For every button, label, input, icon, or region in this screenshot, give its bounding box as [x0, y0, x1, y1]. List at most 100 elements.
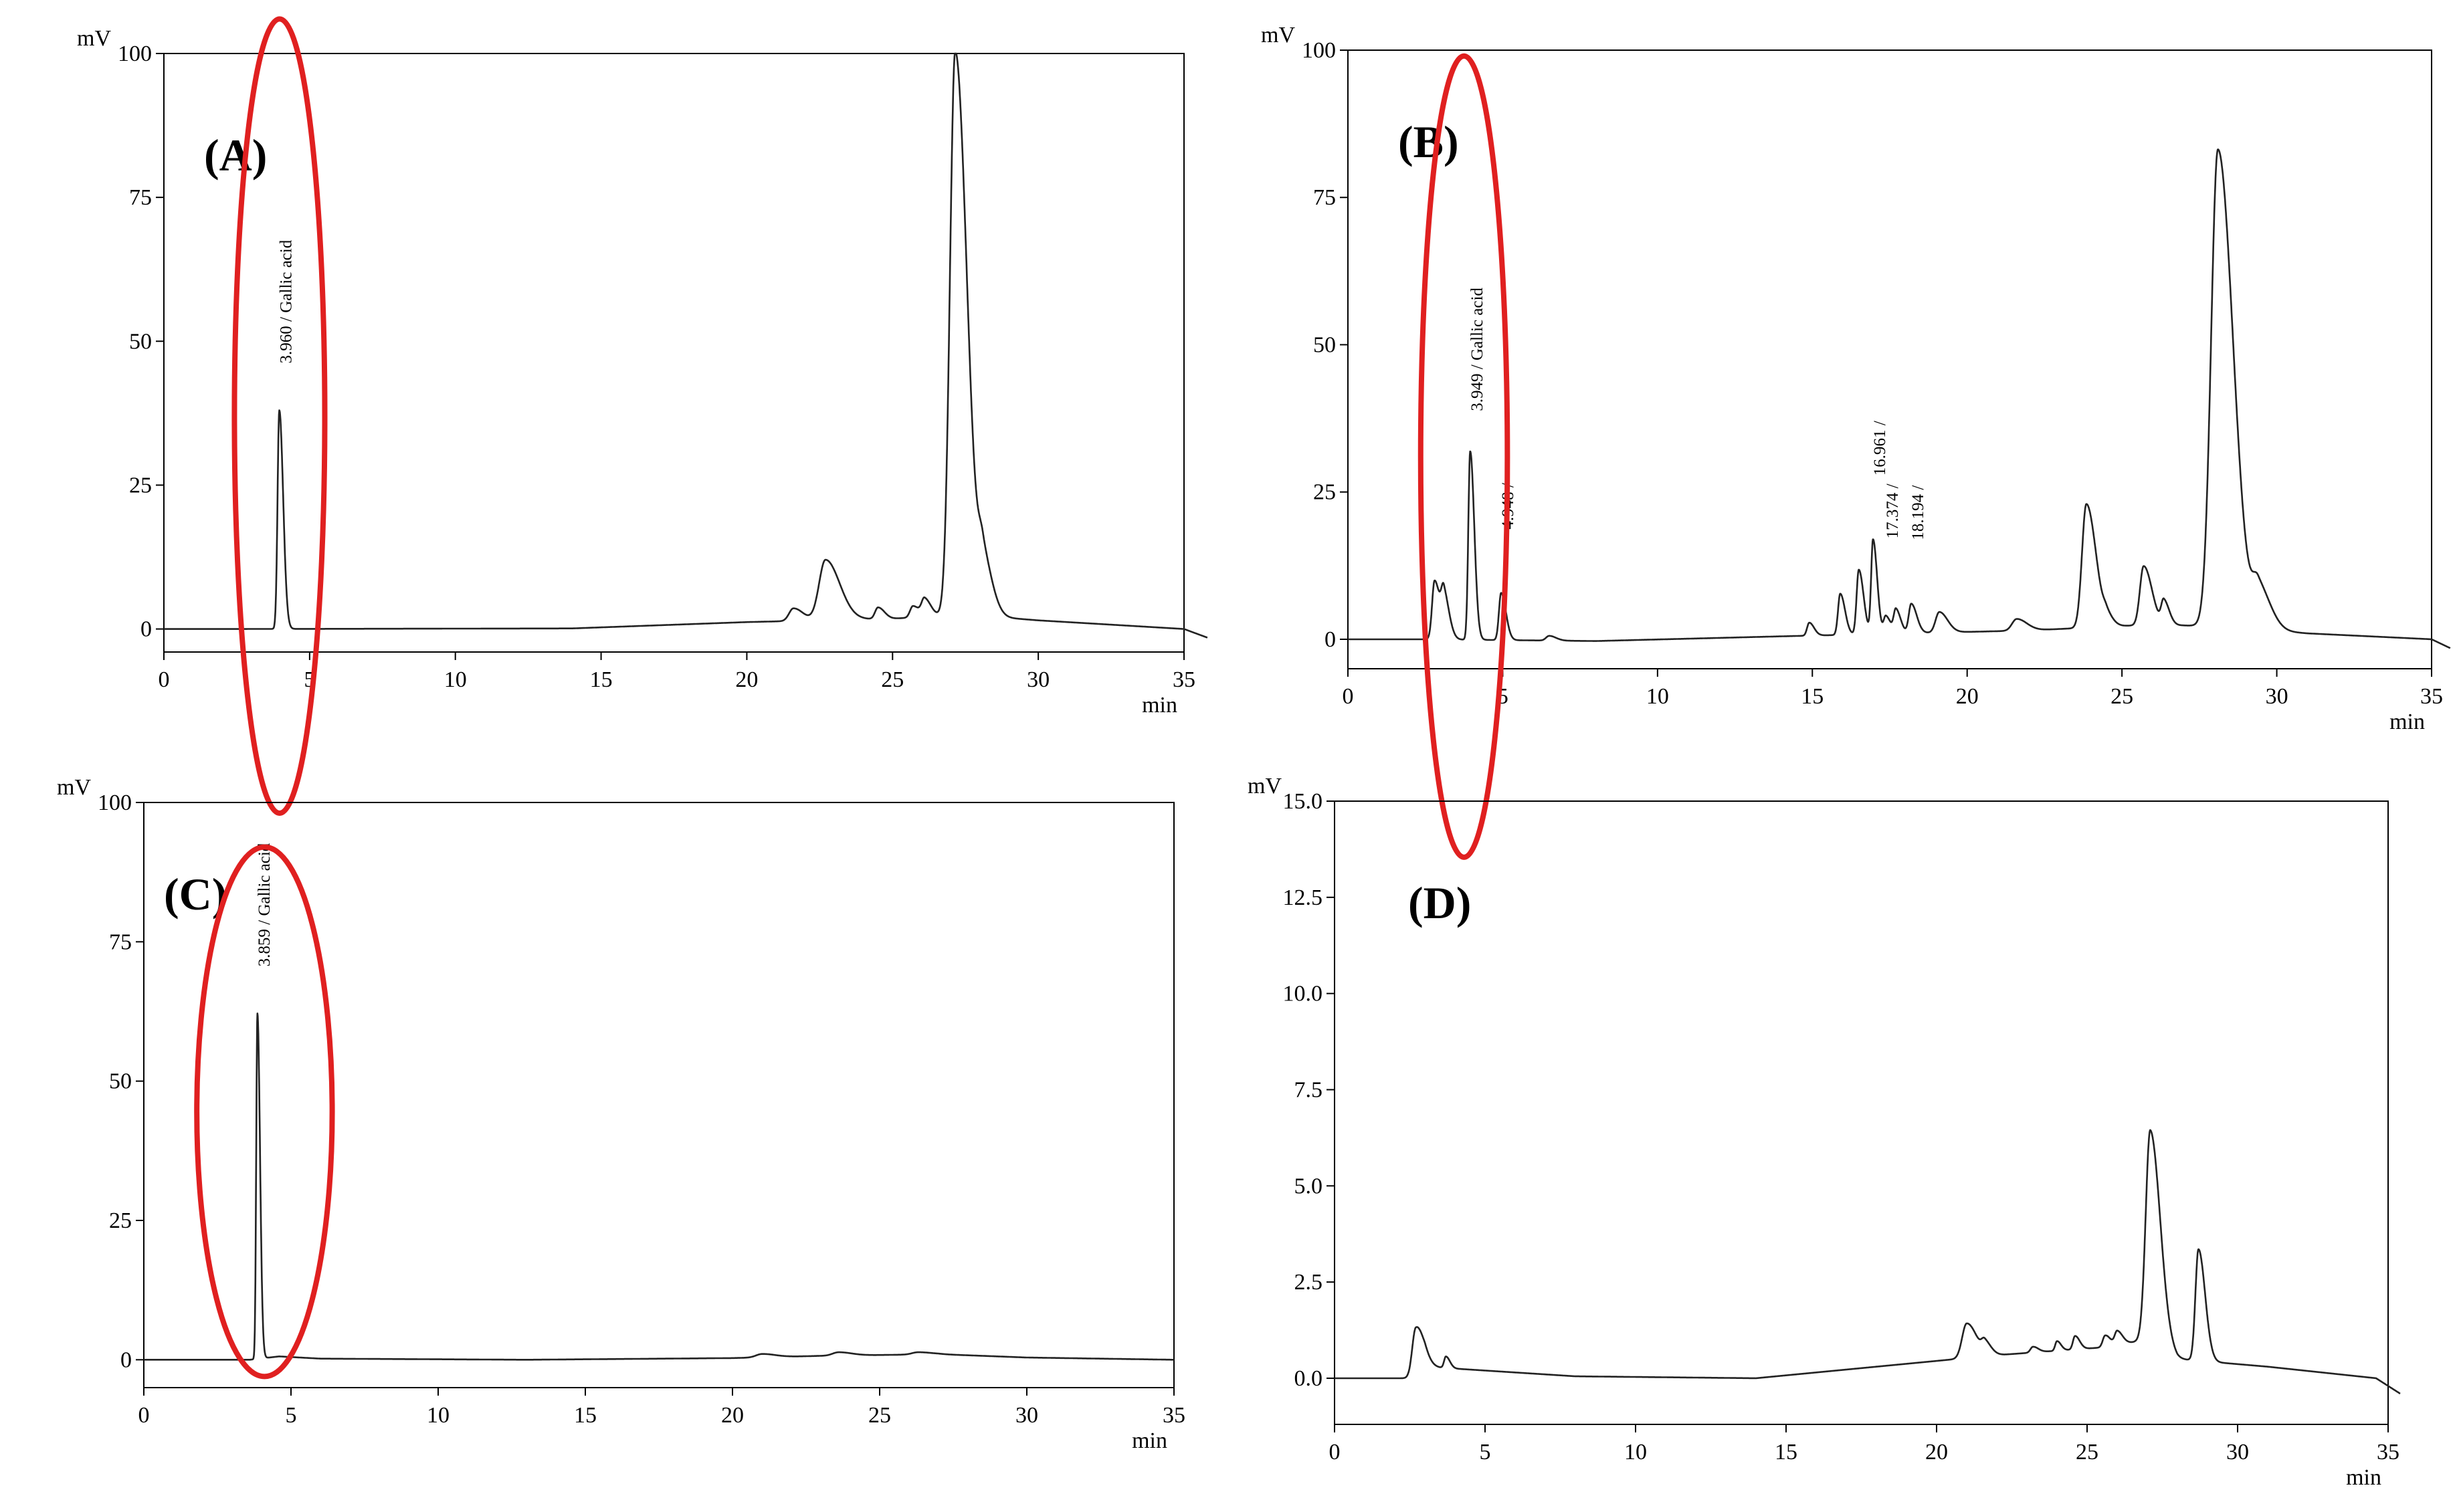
x-tick-label: 25	[868, 1403, 891, 1428]
y-tick-label: 50	[129, 329, 152, 354]
y-tick-label: 25	[109, 1208, 132, 1233]
x-tick: 15	[590, 652, 613, 692]
x-axis-label: min	[2389, 710, 2425, 734]
x-tick-label: 35	[2377, 1440, 2399, 1465]
chart-svg-c: 0 25 50 75 100 0 5 10 15 20 25 30 35 mV min (C) 3.859 / …	[57, 775, 1185, 1453]
y-tick-label: 100	[118, 41, 152, 66]
x-tick-label: 20	[735, 667, 758, 692]
x-axis-label: min	[2346, 1465, 2381, 1490]
x-tick-label: 25	[881, 667, 904, 692]
peak-annotation: 17.374 /	[1884, 483, 1902, 538]
x-tick: 25	[868, 1388, 891, 1428]
x-axis-label: min	[1132, 1428, 1167, 1453]
peak-annotation: 3.960 / Gallic acid	[278, 239, 296, 363]
y-tick-label: 100	[98, 790, 132, 815]
x-tick-label: 10	[427, 1403, 450, 1428]
y-axis-label: mV	[57, 775, 91, 800]
x-tick-label: 25	[2110, 684, 2133, 709]
x-tick-label: 35	[2420, 684, 2443, 709]
panel-label: (C)	[164, 869, 227, 920]
y-tick: 100	[118, 41, 164, 66]
y-tick-label: 10.0	[1283, 982, 1323, 1006]
x-tick-label: 15	[590, 667, 613, 692]
y-tick: 75	[109, 930, 144, 954]
y-tick: 25	[109, 1208, 144, 1233]
y-tick: 7.5	[1294, 1077, 1335, 1102]
y-tick-label: 0.0	[1294, 1366, 1323, 1391]
x-tick-label: 30	[2266, 684, 2288, 709]
x-tick: 30	[1027, 652, 1050, 692]
peak-annotation: 3.859 / Gallic acid	[256, 843, 274, 966]
y-tick: 50	[129, 329, 164, 354]
x-tick-label: 10	[1646, 684, 1669, 709]
chromatogram-panel-b: 0 25 50 75 100 0 5 10 15 20 25 30 35 mV min (B) 3.949 / …	[1228, 0, 2455, 860]
x-tick: 25	[881, 652, 904, 692]
x-tick: 35	[2377, 1424, 2399, 1465]
plot-frame	[1347, 49, 2432, 669]
plot-frame	[143, 802, 1175, 1388]
y-tick: 12.5	[1283, 885, 1335, 910]
x-tick-label: 35	[1163, 1403, 1185, 1428]
x-tick-label: 10	[1624, 1440, 1647, 1465]
plot-frame	[163, 53, 1185, 653]
x-tick: 5	[286, 1388, 297, 1428]
x-tick-label: 20	[1925, 1440, 1948, 1465]
x-tick: 30	[1015, 1388, 1038, 1428]
x-tick: 15	[1801, 669, 1824, 709]
y-tick: 2.5	[1294, 1270, 1335, 1295]
x-tick: 35	[1163, 1388, 1185, 1428]
chromatogram-panel-d: 0.0 2.5 5.0 7.5 10.0 12.5 15.0 0 5 10 15 20 25 30 35 mV…	[1228, 756, 2455, 1512]
chart-svg-d: 0.0 2.5 5.0 7.5 10.0 12.5 15.0 0 5 10 15 20 25 30 35 mV…	[1248, 774, 2401, 1490]
panel-label: (B)	[1398, 116, 1459, 167]
x-tick: 30	[2266, 669, 2288, 709]
y-tick-label: 50	[1313, 332, 1336, 357]
chromatogram-panel-c: 0 25 50 75 100 0 5 10 15 20 25 30 35 mV min (C) 3.859 / …	[0, 756, 1228, 1512]
y-tick: 0	[1324, 627, 1348, 652]
x-tick-label: 15	[574, 1403, 597, 1428]
peak-annotation: 3.949 / Gallic acid	[1468, 288, 1486, 411]
y-tick-label: 50	[109, 1069, 132, 1094]
y-tick-label: 75	[1313, 185, 1336, 210]
y-tick-label: 75	[129, 185, 152, 210]
x-tick: 20	[735, 652, 758, 692]
y-tick: 5.0	[1294, 1174, 1335, 1198]
peak-annotation: 16.961 /	[1871, 421, 1889, 475]
x-tick: 15	[574, 1388, 597, 1428]
highlight-ellipse	[1417, 53, 1510, 860]
panel-label: (D)	[1408, 877, 1471, 928]
chromatogram-trace	[143, 1012, 1175, 1361]
x-tick: 15	[1775, 1424, 1797, 1465]
x-tick-label: 25	[2076, 1440, 2098, 1465]
highlight-ellipse	[231, 16, 328, 816]
y-tick: 50	[1313, 332, 1348, 357]
y-tick-label: 25	[129, 473, 152, 498]
y-tick: 0	[140, 617, 164, 642]
y-tick: 15.0	[1283, 789, 1335, 814]
x-tick: 30	[2226, 1424, 2249, 1465]
x-tick: 25	[2076, 1424, 2098, 1465]
x-tick: 10	[427, 1388, 450, 1428]
x-tick-label: 0	[1343, 684, 1354, 709]
highlight-ellipse	[194, 844, 335, 1380]
y-tick-label: 12.5	[1283, 885, 1323, 910]
x-tick-label: 30	[1015, 1403, 1038, 1428]
x-tick: 20	[1925, 1424, 1948, 1465]
x-tick: 35	[2420, 669, 2443, 709]
panel-label: (A)	[204, 130, 267, 181]
y-tick: 0	[120, 1347, 144, 1372]
y-tick: 0.0	[1294, 1366, 1335, 1391]
x-tick-label: 15	[1775, 1440, 1797, 1465]
x-tick-label: 35	[1173, 667, 1195, 692]
y-tick-label: 25	[1313, 480, 1336, 505]
plot-frame	[1334, 800, 2389, 1425]
x-tick: 5	[1480, 1424, 1491, 1465]
x-tick-label: 5	[286, 1403, 297, 1428]
chromatogram-panel-a: 0 25 50 75 100 0 5 10 15 20 25 30 35 mV min (A) 3.960 / …	[0, 0, 1228, 816]
chromatogram-trace	[1334, 1129, 2401, 1395]
x-tick-label: 30	[1027, 667, 1050, 692]
x-tick-label: 0	[138, 1403, 150, 1428]
peak-annotation: 18.194 /	[1909, 485, 1927, 540]
x-tick: 35	[1173, 652, 1195, 692]
